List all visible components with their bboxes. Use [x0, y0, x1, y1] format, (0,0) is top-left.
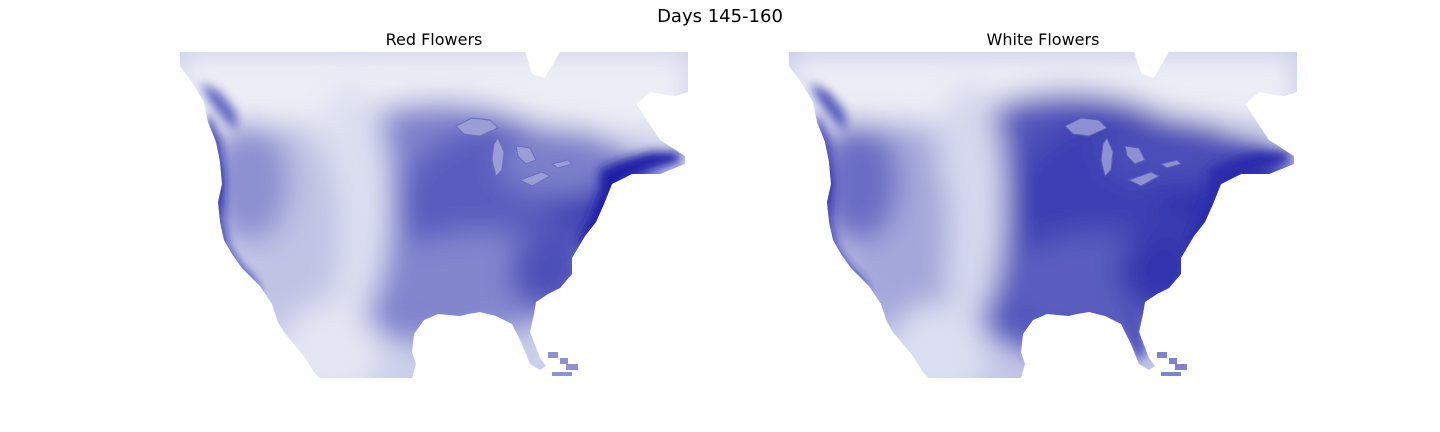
great-lakes — [1064, 117, 1182, 187]
land-area — [789, 52, 1297, 378]
map-white-flowers — [789, 52, 1297, 378]
land-area — [180, 52, 688, 378]
great-lakes — [455, 117, 573, 187]
figure-title: Days 145-160 — [657, 6, 783, 27]
caribbean-islands — [1157, 352, 1187, 376]
panel-title-white-flowers: White Flowers — [986, 30, 1100, 49]
panel-title-red-flowers: Red Flowers — [385, 30, 483, 49]
caribbean-islands — [548, 352, 578, 376]
map-red-flowers — [180, 52, 688, 378]
